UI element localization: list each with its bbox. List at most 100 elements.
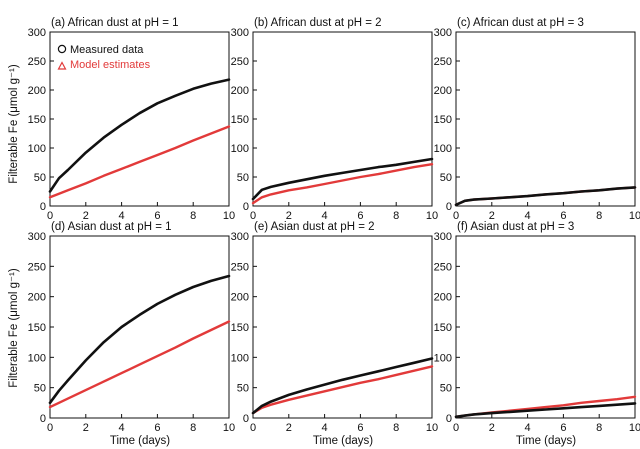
y-tick-label-b: 200 bbox=[231, 85, 249, 97]
panel-b: 0 50 100 150 200 250 300 0 2 4 6 8 10 (b) African dus… bbox=[231, 17, 438, 222]
x-tick-label-a: 2 bbox=[83, 210, 89, 222]
legend: Measured data Model estimates bbox=[57, 44, 151, 71]
y-tick-label-f: 150 bbox=[434, 322, 452, 334]
panel-title-c: (c) African dust at pH = 3 bbox=[457, 17, 584, 29]
y-tick-label-a: 100 bbox=[28, 143, 46, 155]
panel-c: 0 50 100 150 200 250 300 0 2 4 6 8 10 (c) African dus… bbox=[434, 17, 640, 222]
plot-frame-e bbox=[252, 235, 433, 419]
x-tick-label-c: 10 bbox=[629, 210, 640, 222]
x-tick-label-e: 4 bbox=[322, 422, 328, 434]
legend-model-marker bbox=[57, 61, 67, 70]
x-tick-label-c: 4 bbox=[525, 210, 531, 222]
y-tick-label-c: 0 bbox=[446, 201, 452, 213]
y-axis-label-bottom: Filterable Fe (μmol g⁻¹) bbox=[8, 268, 20, 388]
y-tick-label-a: 300 bbox=[28, 27, 46, 39]
x-tick-label-b: 6 bbox=[357, 210, 363, 222]
y-tick-label-f: 50 bbox=[440, 383, 452, 395]
y-tick-label-e: 100 bbox=[231, 352, 249, 364]
x-tick-label-d: 6 bbox=[154, 422, 160, 434]
y-tick-label-a: 150 bbox=[28, 114, 46, 126]
measured-line-b bbox=[251, 157, 434, 201]
plot-frame-d bbox=[49, 235, 230, 419]
y-tick-label-f: 200 bbox=[434, 292, 452, 304]
y-tick-label-e: 300 bbox=[231, 231, 249, 243]
y-tick-label-b: 0 bbox=[243, 201, 249, 213]
x-tick-label-f: 6 bbox=[560, 422, 566, 434]
x-tick-label-a: 10 bbox=[223, 210, 235, 222]
y-axis-label-top: Filterable Fe (μmol g⁻¹) bbox=[8, 64, 20, 184]
y-tick-label-c: 300 bbox=[434, 27, 452, 39]
x-tick-label-f: 2 bbox=[489, 422, 495, 434]
y-tick-label-c: 100 bbox=[434, 143, 452, 155]
y-tick-label-a: 200 bbox=[28, 85, 46, 97]
y-tick-label-e: 50 bbox=[237, 383, 249, 395]
y-tick-label-e: 150 bbox=[231, 322, 249, 334]
y-tick-label-c: 200 bbox=[434, 85, 452, 97]
panel-title-a: (a) African dust at pH = 1 bbox=[51, 17, 179, 29]
x-tick-label-d: 2 bbox=[83, 422, 89, 434]
model-line-b bbox=[251, 162, 434, 205]
x-tick-label-d: 10 bbox=[223, 422, 235, 434]
x-tick-label-b: 2 bbox=[286, 210, 292, 222]
legend-measured-marker bbox=[57, 44, 67, 54]
panel-d: 0 50 100 150 200 250 300 0 2 4 6 8 10 (d) Asian dust … bbox=[28, 221, 235, 434]
x-tick-label-e: 6 bbox=[357, 422, 363, 434]
x-tick-label-b: 0 bbox=[250, 210, 256, 222]
y-tick-label-b: 150 bbox=[231, 114, 249, 126]
y-tick-label-d: 150 bbox=[28, 322, 46, 334]
y-tick-label-c: 50 bbox=[440, 172, 452, 184]
x-tick-label-f: 10 bbox=[629, 422, 640, 434]
x-tick-label-b: 4 bbox=[322, 210, 328, 222]
panel-title-d: (d) Asian dust at pH = 1 bbox=[51, 221, 172, 233]
panel-f: 0 50 100 150 200 250 300 0 2 4 6 8 10 (f) Asian dust … bbox=[434, 221, 640, 434]
y-tick-label-b: 300 bbox=[231, 27, 249, 39]
panel-a: 0 50 100 150 200 250 300 0 2 4 6 8 10 (a) African dus… bbox=[28, 17, 235, 222]
y-tick-label-d: 100 bbox=[28, 352, 46, 364]
y-tick-label-d: 50 bbox=[34, 383, 46, 395]
y-tick-label-a: 50 bbox=[34, 172, 46, 184]
x-tick-label-e: 0 bbox=[250, 422, 256, 434]
x-tick-label-f: 8 bbox=[596, 422, 602, 434]
x-tick-label-f: 4 bbox=[525, 422, 531, 434]
y-tick-label-b: 100 bbox=[231, 143, 249, 155]
y-tick-label-e: 250 bbox=[231, 261, 249, 273]
y-tick-label-f: 300 bbox=[434, 231, 452, 243]
measured-line-a bbox=[48, 78, 231, 193]
y-tick-label-c: 250 bbox=[434, 56, 452, 68]
x-tick-label-c: 8 bbox=[596, 210, 602, 222]
plot-frame-c bbox=[455, 31, 636, 207]
x-axis-label-e: Time (days) bbox=[313, 435, 373, 447]
x-tick-label-c: 2 bbox=[489, 210, 495, 222]
x-tick-label-f: 0 bbox=[453, 422, 459, 434]
y-tick-label-a: 0 bbox=[40, 201, 46, 213]
y-tick-label-b: 250 bbox=[231, 56, 249, 68]
plot-frame-f bbox=[455, 235, 636, 419]
x-tick-label-a: 0 bbox=[47, 210, 53, 222]
x-axis-label-f: Time (days) bbox=[516, 435, 576, 447]
panel-title-e: (e) Asian dust at pH = 2 bbox=[254, 221, 375, 233]
x-tick-label-d: 0 bbox=[47, 422, 53, 434]
y-tick-label-d: 250 bbox=[28, 261, 46, 273]
measured-line-f bbox=[454, 402, 637, 419]
y-tick-label-e: 0 bbox=[243, 413, 249, 425]
x-tick-label-d: 8 bbox=[190, 422, 196, 434]
y-tick-label-e: 200 bbox=[231, 292, 249, 304]
y-tick-label-d: 200 bbox=[28, 292, 46, 304]
x-tick-label-b: 10 bbox=[426, 210, 438, 222]
y-tick-label-a: 250 bbox=[28, 56, 46, 68]
y-tick-label-b: 50 bbox=[237, 172, 249, 184]
legend-model-label: Model estimates bbox=[70, 59, 151, 71]
y-tick-label-f: 250 bbox=[434, 261, 452, 273]
panel-e: 0 50 100 150 200 250 300 0 2 4 6 8 10 (e) Asian dust … bbox=[231, 221, 438, 434]
measured-line-c bbox=[454, 186, 637, 207]
y-tick-label-f: 0 bbox=[446, 413, 452, 425]
measured-line-d bbox=[48, 274, 231, 405]
x-tick-label-a: 4 bbox=[119, 210, 125, 222]
y-tick-label-c: 150 bbox=[434, 114, 452, 126]
x-tick-label-e: 8 bbox=[393, 422, 399, 434]
y-tick-label-f: 100 bbox=[434, 352, 452, 364]
measured-line-e bbox=[251, 357, 434, 415]
x-tick-label-e: 2 bbox=[286, 422, 292, 434]
